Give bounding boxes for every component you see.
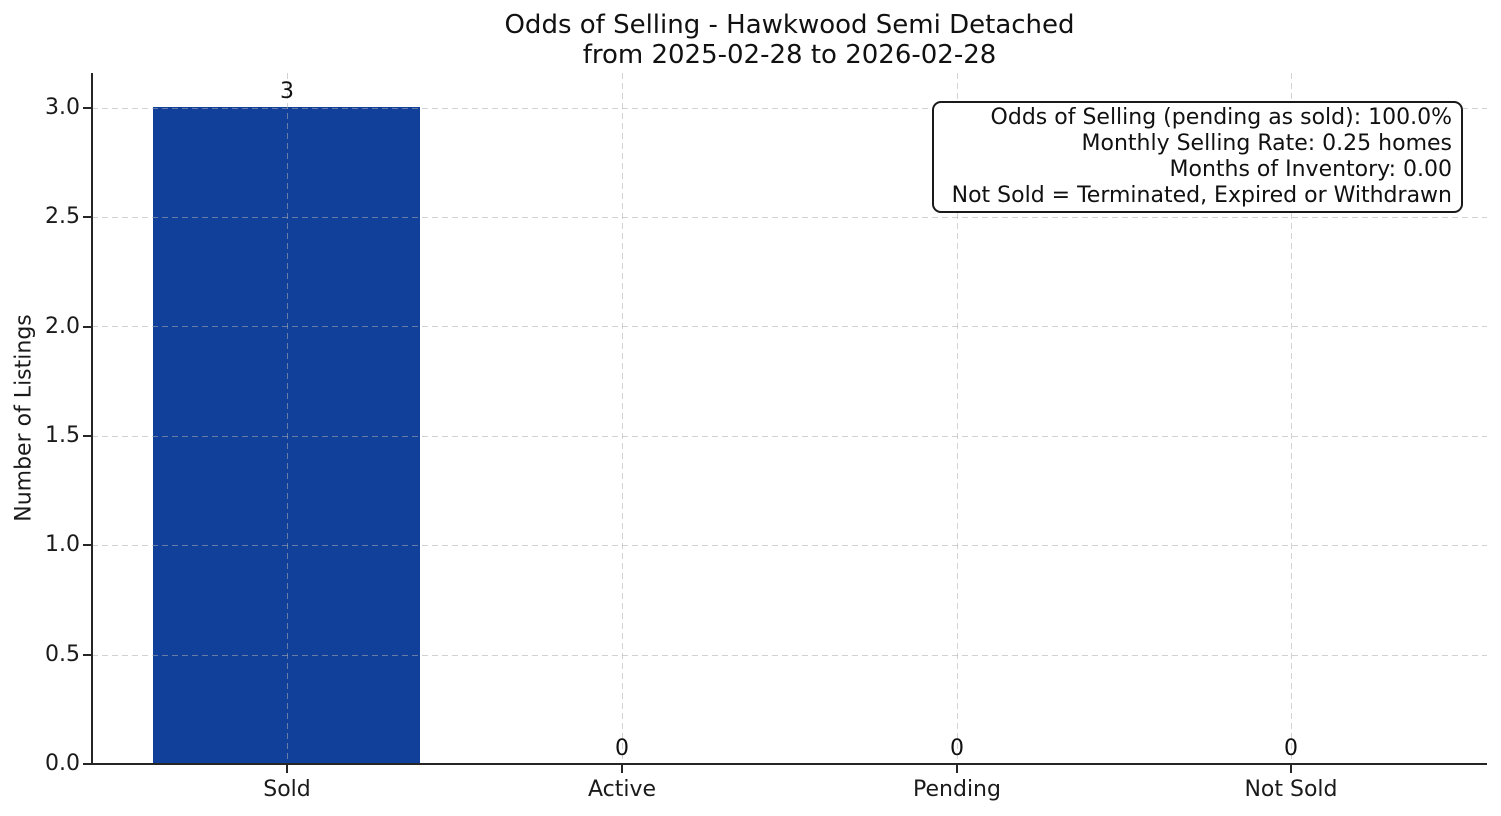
axis-spine-bottom <box>91 763 1487 765</box>
bar-sold <box>153 107 420 764</box>
y-tick-mark-0.0 <box>83 763 92 765</box>
y-tick-mark-2.0 <box>83 326 92 328</box>
chart-subtitle: from 2025-02-28 to 2026-02-28 <box>582 40 997 70</box>
x-tick-mark-active <box>621 764 623 773</box>
gridline-h-0.5 <box>92 655 1487 656</box>
chart-header: Odds of Selling - Hawkwood Semi Detached… <box>92 10 1487 70</box>
stat-odds-of-selling: Odds of Selling (pending as sold): 100.0… <box>990 105 1452 130</box>
y-tick-label-0.5: 0.5 <box>45 642 80 667</box>
y-axis-label: Number of Listings <box>11 314 37 522</box>
gridline-h-1.0 <box>92 545 1487 546</box>
y-tick-label-2.5: 2.5 <box>45 204 80 229</box>
x-tick-mark-pending <box>956 764 958 773</box>
gridline-v-notsold <box>1291 73 1292 764</box>
x-tick-mark-sold <box>286 764 288 773</box>
y-tick-mark-2.5 <box>83 216 92 218</box>
value-label-pending: 0 <box>950 736 964 761</box>
gridline-h-2.0 <box>92 326 1487 327</box>
chart-title: Odds of Selling - Hawkwood Semi Detached <box>504 10 1075 40</box>
x-tick-label-sold: Sold <box>263 777 311 802</box>
value-label-active: 0 <box>615 736 629 761</box>
plot-area <box>92 73 1487 764</box>
y-tick-label-1.0: 1.0 <box>45 532 80 557</box>
y-tick-mark-3.0 <box>83 107 92 109</box>
value-label-notsold: 0 <box>1284 736 1298 761</box>
y-tick-mark-0.5 <box>83 654 92 656</box>
y-tick-mark-1.5 <box>83 435 92 437</box>
gridline-v-sold <box>287 73 288 764</box>
y-tick-label-1.5: 1.5 <box>45 423 80 448</box>
axis-spine-left <box>91 73 93 765</box>
gridline-h-2.5 <box>92 217 1487 218</box>
gridline-v-pending <box>957 73 958 764</box>
stats-annotation-box: Odds of Selling (pending as sold): 100.0… <box>932 101 1463 213</box>
stat-monthly-selling-rate: Monthly Selling Rate: 0.25 homes <box>1081 131 1452 156</box>
y-tick-label-3.0: 3.0 <box>45 95 80 120</box>
x-tick-label-active: Active <box>587 777 657 802</box>
y-tick-label-0.0: 0.0 <box>45 751 80 776</box>
gridline-h-3.0 <box>92 108 1487 109</box>
gridline-v-active <box>622 73 623 764</box>
value-label-sold: 3 <box>280 79 294 104</box>
x-tick-label-notsold: Not Sold <box>1244 777 1338 802</box>
y-tick-mark-1.0 <box>83 544 92 546</box>
x-tick-mark-notsold <box>1290 764 1292 773</box>
stat-months-of-inventory: Months of Inventory: 0.00 <box>1169 157 1452 182</box>
stat-not-sold-definition: Not Sold = Terminated, Expired or Withdr… <box>951 183 1452 208</box>
gridline-h-1.5 <box>92 436 1487 437</box>
y-tick-label-2.0: 2.0 <box>45 314 80 339</box>
x-tick-label-pending: Pending <box>913 777 1001 802</box>
